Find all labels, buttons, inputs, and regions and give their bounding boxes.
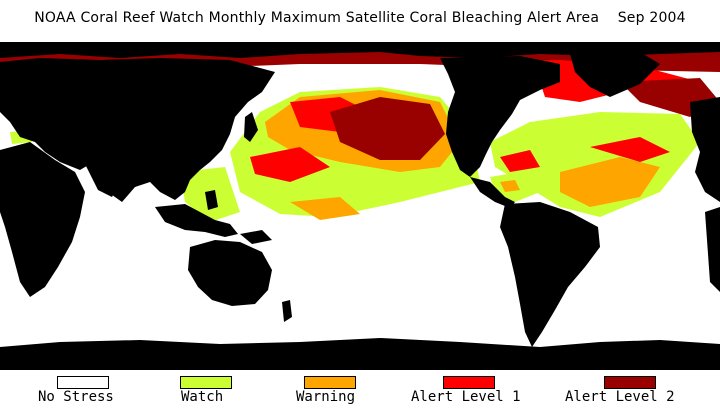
legend-label-alert-level-1: Alert Level 1 <box>411 389 521 405</box>
land-indonesia <box>155 204 238 237</box>
land-masses <box>0 42 720 370</box>
north-atlantic-warning <box>560 157 660 207</box>
land-australia <box>188 240 272 306</box>
legend-swatch-no-stress <box>57 376 109 389</box>
legend-label-watch: Watch <box>181 389 224 405</box>
land-eurasia <box>0 58 275 202</box>
land-africa <box>0 142 85 297</box>
legend-swatch-watch <box>180 376 232 389</box>
land-north-america <box>440 56 560 177</box>
legend-swatch-warning <box>304 376 356 389</box>
land-south-america <box>500 202 600 347</box>
legend-label-warning: Warning <box>296 389 356 405</box>
land-greenland <box>570 52 660 97</box>
north-pacific-alert2 <box>330 97 445 160</box>
legend-swatch-alert-level-1 <box>443 376 495 389</box>
legend-swatch-alert-level-2 <box>604 376 656 389</box>
map-title: NOAA Coral Reef Watch Monthly Maximum Sa… <box>34 10 686 26</box>
arctic-land <box>0 42 720 58</box>
legend-label-alert-level-2: Alert Level 2 <box>565 389 675 405</box>
legend-label-no-stress: No Stress <box>38 389 114 405</box>
bleaching-alert-map <box>0 42 720 370</box>
land-antarctica <box>0 338 720 370</box>
